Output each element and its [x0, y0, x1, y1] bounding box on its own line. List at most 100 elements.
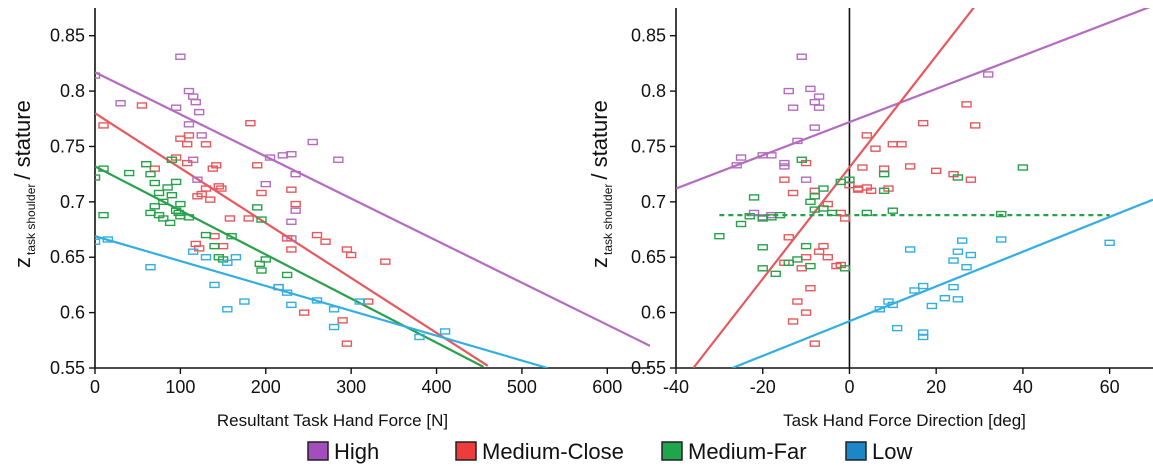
point-medium-close	[252, 162, 263, 169]
point-low	[95, 238, 101, 245]
point-medium-close	[787, 189, 799, 197]
x-axis-label: Task Hand Force Direction [deg]	[783, 411, 1026, 430]
point-medium-close	[311, 231, 323, 239]
point-medium-far	[200, 231, 212, 239]
x-tick-label: -20	[750, 377, 776, 397]
point-medium-close	[136, 102, 148, 109]
y-axis-label-sub: task shoulder	[601, 184, 615, 255]
legend-label-low: Low	[872, 439, 912, 464]
point-medium-far	[153, 189, 165, 197]
point-medium-close	[861, 132, 872, 139]
point-high	[783, 87, 794, 95]
point-medium-far	[183, 214, 195, 221]
x-tick-label: -40	[663, 377, 689, 397]
point-high	[183, 87, 195, 95]
y-tick-label: 0.75	[631, 136, 666, 156]
point-medium-close	[779, 176, 790, 183]
point-low	[328, 323, 340, 331]
y-axis-label-rest: / stature	[587, 100, 612, 179]
point-medium-close	[930, 167, 942, 175]
point-medium-far	[226, 232, 237, 240]
point-medium-close	[256, 189, 267, 197]
y-axis-label: z task shoulder / stature	[10, 100, 38, 268]
point-medium-far	[256, 216, 267, 223]
point-high	[187, 156, 199, 163]
point-high	[183, 121, 195, 128]
point-medium-far	[826, 209, 838, 217]
x-tick-label: 300	[336, 377, 366, 397]
point-medium-close	[192, 193, 203, 200]
point-medium-far	[809, 193, 820, 200]
point-medium-close	[818, 242, 829, 250]
point-high	[796, 53, 807, 60]
point-medium-far	[770, 270, 781, 278]
point-low	[948, 283, 959, 291]
point-medium-far	[98, 211, 109, 219]
point-high	[95, 72, 101, 79]
x-tick-label: 0	[90, 377, 100, 397]
legend-label-high: High	[334, 439, 379, 464]
point-medium-far	[800, 242, 812, 250]
point-medium-far	[878, 187, 890, 194]
point-medium-far	[158, 198, 169, 206]
point-high	[277, 152, 289, 159]
point-medium-close	[211, 162, 222, 169]
point-medium-far	[145, 209, 156, 217]
point-high	[809, 98, 820, 106]
point-medium-close	[904, 163, 916, 170]
point-high	[813, 104, 825, 111]
y-tick-label: 0.7	[641, 192, 666, 212]
point-low	[200, 254, 212, 261]
point-medium-close	[216, 185, 227, 192]
point-medium-close	[217, 242, 229, 250]
point-medium-close	[870, 145, 881, 152]
legend-label-medium-close: Medium-Close	[482, 439, 624, 464]
point-medium-far	[175, 200, 186, 208]
point-medium-close	[380, 258, 391, 265]
point-medium-close	[207, 165, 219, 172]
y-tick-label: 0.8	[641, 81, 666, 101]
point-low	[230, 254, 242, 261]
point-medium-far	[783, 259, 794, 266]
point-medium-far	[805, 262, 816, 270]
x-axis-label: Resultant Task Hand Force [N]	[217, 411, 448, 430]
point-medium-far	[714, 232, 725, 240]
point-low	[1104, 239, 1115, 247]
point-medium-far	[166, 191, 178, 199]
point-low	[281, 289, 293, 296]
point-low	[957, 237, 968, 244]
y-axis-label: z task shoulder / stature	[587, 100, 615, 268]
point-low	[209, 281, 220, 289]
point-medium-close	[965, 176, 977, 183]
point-low	[926, 302, 938, 310]
point-medium-far	[145, 170, 156, 178]
point-medium-far	[818, 205, 829, 212]
point-low	[102, 236, 114, 243]
x-tick-label: 500	[507, 377, 537, 397]
point-medium-far	[162, 184, 173, 191]
point-medium-close	[286, 246, 297, 253]
point-high	[290, 170, 301, 178]
x-tick-label: 20	[926, 377, 946, 397]
point-medium-far	[774, 211, 786, 219]
point-medium-close	[792, 298, 803, 305]
point-medium-far	[209, 242, 220, 250]
point-medium-close	[809, 340, 820, 347]
point-medium-close	[787, 318, 799, 325]
point-medium-close	[813, 248, 825, 255]
point-high	[766, 152, 777, 159]
point-medium-close	[98, 122, 109, 129]
point-high	[175, 53, 186, 60]
point-medium-close	[917, 119, 929, 127]
point-high	[333, 156, 344, 163]
x-tick-label: 100	[165, 377, 195, 397]
point-medium-far	[844, 176, 855, 183]
point-high	[779, 159, 790, 167]
point-high	[264, 154, 276, 161]
legend-swatch-low	[845, 441, 867, 461]
y-tick-label: 0.65	[631, 247, 666, 267]
point-medium-close	[839, 215, 851, 222]
point-medium-far	[1017, 164, 1029, 171]
point-high	[731, 162, 742, 169]
point-high	[779, 163, 790, 170]
